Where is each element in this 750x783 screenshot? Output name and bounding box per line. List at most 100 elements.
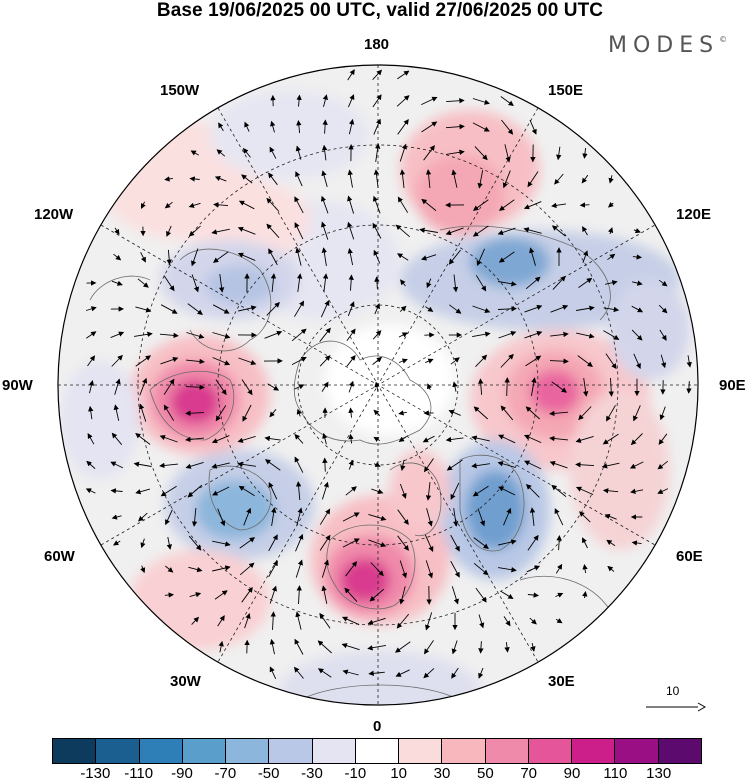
wind-vector-arrow — [478, 667, 484, 679]
wind-vector-arrow — [629, 461, 644, 469]
wind-vector-arrow — [296, 94, 302, 107]
wind-vector-arrow — [498, 330, 517, 339]
wind-vector-arrow — [268, 481, 278, 500]
wind-vector-arrow — [396, 613, 410, 629]
wind-vector-arrow — [425, 612, 433, 631]
wind-vector-arrow — [632, 254, 642, 260]
lon-label-120e: 120E — [676, 206, 712, 223]
wind-vector-arrow — [452, 381, 458, 392]
colorbar-tick-label: -30 — [301, 765, 323, 782]
wind-vector-arrow — [551, 381, 568, 393]
wind-vector-arrow — [211, 462, 230, 469]
wind-vector-arrow — [218, 640, 224, 653]
wind-vector-arrow — [504, 144, 511, 163]
wind-vector-arrow — [472, 122, 490, 132]
wind-vector-arrow — [320, 299, 330, 318]
wind-vector-arrow — [633, 405, 641, 422]
lon-label-90e: 90E — [719, 377, 746, 394]
wind-vector-arrow — [211, 435, 230, 444]
wind-vector-arrow — [576, 332, 595, 339]
wind-vector-arrow — [497, 306, 517, 312]
wind-vector-arrow — [400, 459, 406, 471]
wind-vector-arrow — [658, 433, 668, 445]
wind-vector-arrow — [374, 276, 380, 289]
wind-vector-arrow — [87, 433, 95, 445]
colorbar-tick-label: -10 — [344, 765, 367, 782]
wind-vector-arrow — [164, 592, 174, 598]
wind-vector-arrow — [527, 534, 539, 551]
wind-vector-arrow — [450, 482, 460, 500]
wind-vector-arrow — [608, 377, 614, 397]
wind-vector-arrow — [472, 485, 489, 497]
wind-vector-arrow — [397, 253, 409, 261]
wind-vector-arrow — [422, 435, 435, 443]
wind-vector-arrow — [372, 330, 382, 340]
wind-vector-arrow — [425, 560, 433, 579]
wind-vector-arrow — [139, 377, 148, 396]
wind-vector-arrow — [448, 249, 461, 265]
wind-vector-arrow — [603, 306, 620, 313]
wind-vector-arrow — [394, 641, 411, 653]
wind-vector-arrow — [398, 358, 408, 364]
wind-vector-arrow — [242, 404, 252, 422]
wind-vector-arrow — [319, 534, 331, 551]
wind-vector-arrow — [294, 222, 304, 240]
wind-vector-arrow — [111, 432, 123, 445]
lon-label-0: 0 — [373, 718, 382, 735]
wind-vector-arrow — [188, 202, 201, 208]
wind-vector-arrow — [659, 406, 666, 421]
wind-vector-arrow — [582, 226, 588, 236]
wind-vector-arrow — [368, 670, 385, 677]
wind-vector-arrow — [113, 404, 120, 421]
wind-vector-arrow — [473, 537, 489, 549]
wind-vector-arrow — [110, 461, 124, 469]
wind-vector-arrow — [399, 483, 407, 499]
wind-vector-arrow — [191, 507, 198, 527]
wind-vector-arrow — [451, 640, 458, 655]
wind-vector-arrow — [608, 202, 614, 208]
lon-label-180: 180 — [364, 36, 390, 53]
wind-vector-arrow — [374, 381, 380, 392]
wind-vector-arrow — [163, 378, 175, 395]
wind-vector-arrow — [425, 169, 432, 189]
wind-vector-arrow — [554, 173, 564, 185]
anomaly-shading — [60, 90, 690, 705]
wind-vector-arrow — [238, 485, 255, 497]
wind-vector-arrow — [525, 406, 541, 420]
wind-vector-arrow — [348, 274, 354, 291]
wind-vector-arrow — [294, 433, 304, 444]
wind-vector-arrow — [498, 434, 516, 444]
wind-vector-arrow — [348, 380, 354, 393]
wind-vector-arrow — [530, 377, 537, 396]
wind-vector-arrow — [657, 460, 669, 470]
wind-vector-arrow — [322, 457, 328, 472]
wind-vector-arrow — [478, 378, 484, 395]
colorbar-cell — [226, 739, 270, 763]
wind-vector-arrow — [322, 273, 329, 292]
wind-vector-arrow — [500, 96, 514, 107]
wind-vector-arrow — [582, 591, 588, 599]
wind-vector-arrow — [110, 488, 123, 494]
wind-vector-arrow — [603, 330, 620, 340]
wind-vector-arrow — [166, 225, 172, 237]
wind-vector-arrow — [213, 202, 229, 208]
wind-vector-arrow — [347, 94, 355, 108]
colorbar-cell — [528, 739, 573, 763]
wind-vector-arrow — [450, 534, 460, 552]
wind-vector-arrow — [605, 353, 617, 370]
wind-vector-arrow — [554, 508, 564, 526]
wind-vector-arrow — [346, 328, 356, 342]
wind-vector-arrow — [266, 301, 280, 316]
wind-vector-arrow — [242, 147, 251, 158]
wind-vector-arrow — [346, 354, 356, 367]
wind-vector-arrow — [214, 590, 228, 600]
wind-vector-arrow — [501, 119, 514, 135]
wind-vector-arrow — [317, 668, 332, 678]
wind-vector-arrow — [423, 145, 435, 161]
wind-vector-arrow — [374, 303, 380, 315]
wind-vector-arrow — [270, 273, 277, 293]
wind-vector-arrow — [504, 377, 510, 397]
wind-vector-arrow — [367, 644, 386, 651]
wind-vector-arrow — [244, 121, 250, 132]
wind-vector-arrow — [344, 587, 358, 603]
